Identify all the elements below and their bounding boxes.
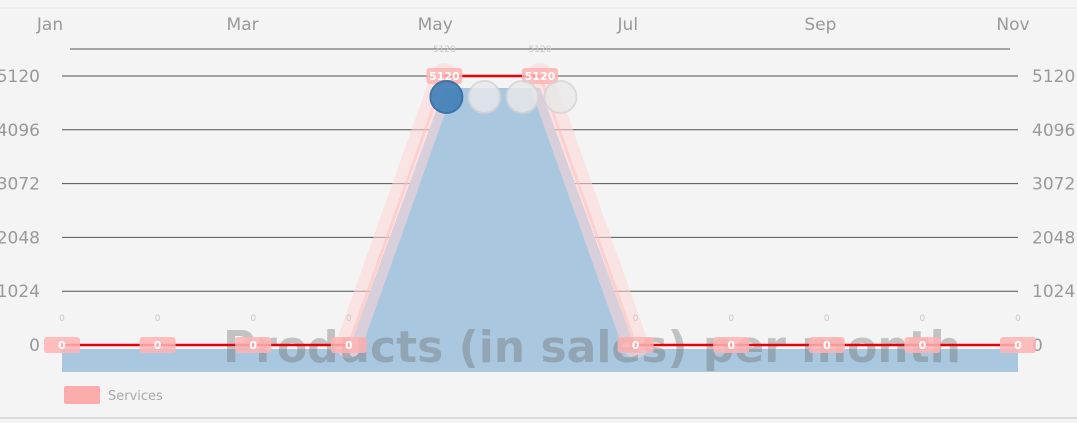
x-tick-label: Mar xyxy=(227,15,259,35)
data-point-marker xyxy=(522,68,558,84)
data-point-value: 0 xyxy=(249,339,257,352)
data-point-value: 0 xyxy=(345,339,353,352)
range-selector-dot[interactable] xyxy=(429,80,464,114)
range-selector-dot[interactable] xyxy=(543,80,578,114)
legend-label: Services xyxy=(108,389,163,404)
y-tick-label-left: 3072 xyxy=(0,175,40,195)
x-tick-label: Jul xyxy=(617,15,639,35)
data-point-value: 0 xyxy=(823,339,831,352)
range-selector-dot[interactable] xyxy=(467,80,502,114)
y-tick-label-left: 4096 xyxy=(0,121,40,141)
left-y-axis: 0 1024 2048 3072 4096 5120 xyxy=(0,67,40,356)
y-tick-label-right: 3072 xyxy=(1032,175,1075,195)
data-markers: 0 0 0 0 0 0 0 0 5120 5120 5120 5120 0 0 0 0 0 0 0 0 0 0 xyxy=(44,45,1036,353)
x-tick-label: Jan xyxy=(36,15,63,35)
data-label: 0 xyxy=(920,314,926,324)
data-point-value: 0 xyxy=(1014,339,1022,352)
y-tick-label-left: 1024 xyxy=(0,282,40,302)
area-shape xyxy=(62,88,1018,372)
data-point-value: 0 xyxy=(154,339,162,352)
y-tick-label-right: 5120 xyxy=(1032,67,1075,87)
legend[interactable]: Services xyxy=(64,386,163,404)
right-y-axis: 0 1024 2048 3072 4096 5120 xyxy=(1032,67,1075,356)
y-tick-label-left: 0 xyxy=(29,336,40,356)
legend-swatch xyxy=(64,386,100,404)
data-point-value: 0 xyxy=(58,339,66,352)
data-point-marker xyxy=(713,337,750,353)
data-label: 0 xyxy=(346,314,352,324)
data-point-value: 0 xyxy=(919,339,927,352)
x-tick-label: May xyxy=(418,15,453,35)
data-point-marker xyxy=(617,337,654,353)
series-segment xyxy=(347,75,446,346)
data-label: 0 xyxy=(633,314,639,324)
x-tick-label: Sep xyxy=(804,15,836,35)
data-label: 0 xyxy=(728,314,734,324)
range-selector[interactable] xyxy=(429,80,578,114)
y-tick-label-left: 2048 xyxy=(0,228,40,248)
data-point-marker xyxy=(808,337,845,353)
data-label: 0 xyxy=(1015,314,1021,324)
data-label: 0 xyxy=(59,314,65,324)
data-point-marker xyxy=(330,337,367,353)
data-point-value: 0 xyxy=(727,339,735,352)
y-tick-label-right: 2048 xyxy=(1032,228,1075,248)
y-tick-label-right: 4096 xyxy=(1032,121,1075,141)
range-selector-dot[interactable] xyxy=(505,80,540,114)
data-label: 0 xyxy=(250,314,256,324)
data-point-marker xyxy=(44,337,80,353)
y-tick-label-left: 5120 xyxy=(0,67,40,87)
data-point-marker xyxy=(426,68,463,84)
data-point-marker xyxy=(1000,337,1036,353)
data-point-marker xyxy=(904,337,941,353)
data-label: 0 xyxy=(824,314,830,324)
y-tick-label-right: 0 xyxy=(1032,336,1043,356)
data-point-value: 5120 xyxy=(525,70,556,83)
data-label: 0 xyxy=(155,314,161,324)
data-point-value: 5120 xyxy=(429,70,460,83)
data-label: 5120 xyxy=(433,45,456,55)
series-segment xyxy=(538,75,638,346)
data-label: 5120 xyxy=(529,45,552,55)
data-point-value: 0 xyxy=(632,339,640,352)
top-x-axis: Jan Mar May Jul Sep Nov xyxy=(36,15,1030,35)
x-tick-label: Nov xyxy=(996,15,1029,35)
y-tick-label-right: 1024 xyxy=(1032,282,1075,302)
data-point-marker xyxy=(139,337,176,353)
data-point-marker xyxy=(235,337,272,353)
